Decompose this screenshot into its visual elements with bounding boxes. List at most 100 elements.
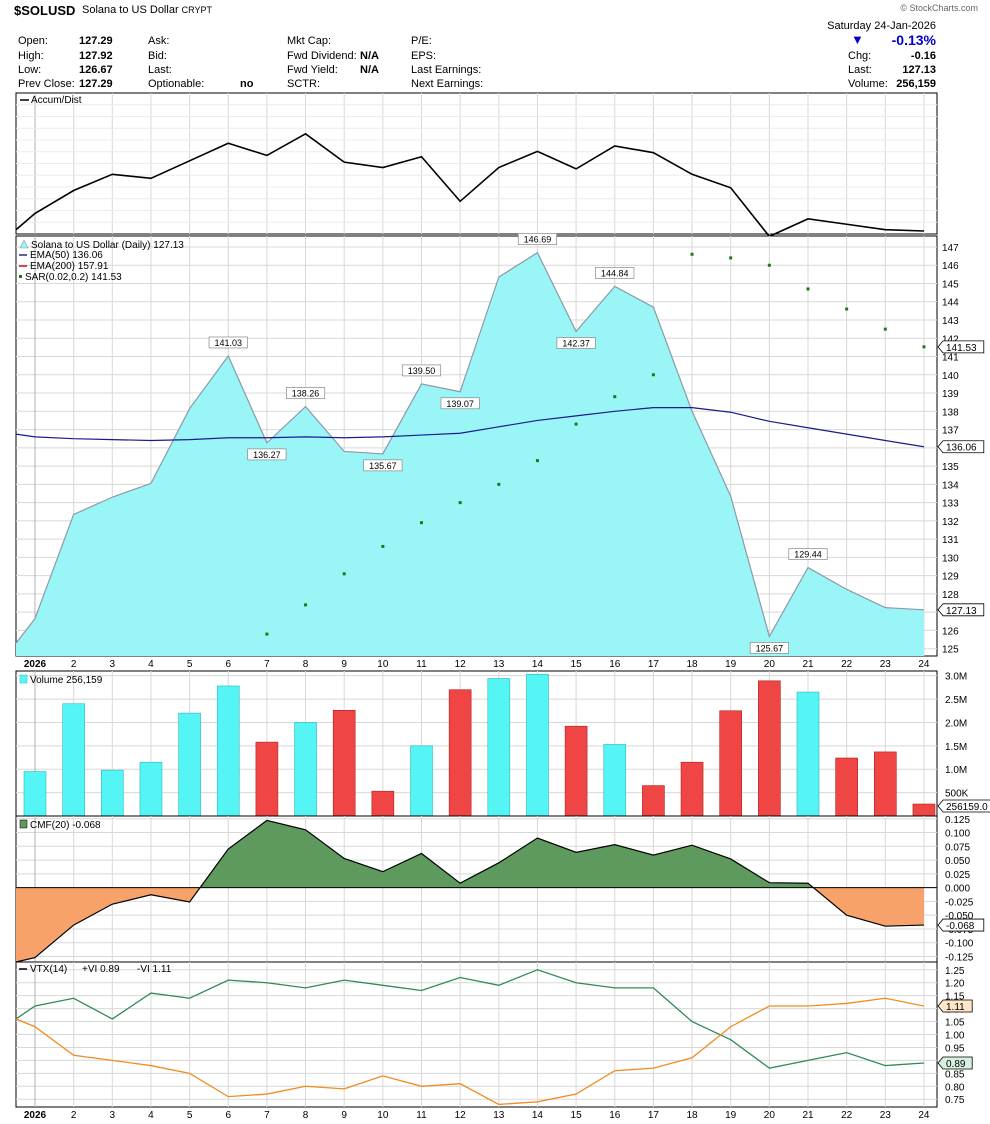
price-annotation-box <box>286 387 326 399</box>
volume-panel <box>15 670 938 817</box>
price-annotation-label: 138.26 <box>292 389 320 399</box>
last-price-tag: 127.13 <box>937 603 985 617</box>
sar-point <box>342 572 346 576</box>
volume-legend: Volume 256,159 <box>30 675 103 686</box>
price-ytick-label: 132 <box>942 517 959 528</box>
price-annotation-label: 125.67 <box>756 643 784 653</box>
last-label: Last: <box>148 64 172 76</box>
volume-legend-swatch <box>19 674 28 684</box>
volume-bar <box>487 678 511 817</box>
sar-point <box>535 459 539 463</box>
cmf-ytick-label: 0.125 <box>945 815 970 826</box>
price-annotation-box <box>788 548 828 560</box>
cmf-positive-area <box>200 820 814 888</box>
optionable-label: Optionable: <box>148 78 205 90</box>
vi-minus-legend: -VI 1.11 <box>137 964 172 975</box>
high-value: 127.92 <box>79 50 113 62</box>
price-annotation-box <box>440 397 480 410</box>
price-annotation-box <box>517 233 558 245</box>
ema50-line <box>15 407 925 448</box>
sar-point <box>613 395 617 399</box>
vortex-xtick-label: 7 <box>264 1110 270 1121</box>
cmf-ytick-label: -0.100 <box>945 939 974 950</box>
price-ytick-label: 128 <box>942 590 959 601</box>
price-annotation-label: 139.50 <box>408 366 436 376</box>
volume-bar <box>642 785 665 817</box>
price-ytick-label: 137 <box>942 426 959 437</box>
sar-point <box>922 345 926 349</box>
volume-bar <box>178 712 201 817</box>
fwd-dividend-label: Fwd Dividend: <box>287 50 357 62</box>
sar-point <box>304 603 308 607</box>
ema50-legend: EMA(50) 136.06 <box>30 250 103 261</box>
cmf-tag: -0.068 <box>937 918 985 932</box>
price-ytick-label: 145 <box>942 279 959 290</box>
price-xtick-label: 8 <box>303 659 309 670</box>
price-annotation-label: 135.67 <box>369 461 397 471</box>
price-annotation-box <box>247 448 287 461</box>
eps-label: EPS: <box>411 50 437 62</box>
vortex-ytick-label: 1.20 <box>945 979 965 990</box>
price-xtick-label: 4 <box>148 659 154 670</box>
price-xtick-label: 10 <box>377 659 389 670</box>
sar-point <box>420 521 423 525</box>
price-ytick-label: 139 <box>942 389 959 400</box>
price-xtick-label: 19 <box>725 659 737 670</box>
price-line <box>15 251 924 644</box>
price-xtick-label: 22 <box>841 659 853 670</box>
price-annotation-box <box>208 336 248 349</box>
prev-close-value: 127.29 <box>79 78 113 90</box>
ema-tag-text: 136.06 <box>946 443 977 454</box>
cmf-ytick-label: -0.050 <box>945 911 974 922</box>
price-annotation: 142.37 <box>556 337 596 349</box>
vortex-ytick-label: 0.85 <box>945 1069 965 1080</box>
price-ytick-label: 126 <box>942 626 959 637</box>
volume-bar <box>410 745 433 817</box>
price-annotation: 129.44 <box>788 548 828 560</box>
price-ytick-label: 125 <box>942 645 959 656</box>
exchange: CRYPT <box>181 5 212 15</box>
mktcap-label: Mkt Cap: <box>287 35 332 47</box>
vortex-xtick-label: 16 <box>609 1110 621 1121</box>
cmf-legend: CMF(20) -0.068 <box>30 820 101 831</box>
cmf-ytick-label: 0.025 <box>945 870 970 881</box>
cmf-ytick-label: 0.075 <box>945 842 970 853</box>
sar-point <box>883 327 887 331</box>
price-annotation: 144.84 <box>595 267 635 279</box>
price-xtick-label: 12 <box>455 659 467 670</box>
vortex-ytick-label: 0.80 <box>945 1082 965 1093</box>
vi-plus-line <box>15 969 924 1069</box>
sar-point <box>497 482 501 486</box>
vortex-xtick-label: 2 <box>71 1110 77 1121</box>
price-xtick-label: 2026 <box>24 659 47 670</box>
vortex-xtick-label: 10 <box>377 1110 389 1121</box>
volume-ytick-label: 1.5M <box>945 742 967 753</box>
price-xtick-label: 21 <box>802 659 814 670</box>
cmf-tag-box <box>937 918 985 932</box>
fwd-yield-label: Fwd Yield: <box>287 64 338 76</box>
vi-minus-line <box>15 997 925 1106</box>
price-xtick-label: 20 <box>764 659 776 670</box>
cmf-ytick-label: 0.100 <box>945 829 970 840</box>
volume-label: Volume: <box>848 78 888 90</box>
volume-bar <box>873 751 897 817</box>
vortex-xtick-label: 17 <box>648 1110 660 1121</box>
last-price-value: 127.13 <box>902 64 936 76</box>
volume-tag-box <box>937 799 990 813</box>
price-annotation-label: 139.07 <box>446 399 474 409</box>
price-ytick-label: 144 <box>942 298 959 309</box>
volume-bar <box>603 744 627 817</box>
price-annotation-box <box>556 337 596 349</box>
ask-label: Ask: <box>148 35 170 47</box>
pe-label: P/E: <box>411 35 432 47</box>
bid-label: Bid: <box>148 50 167 62</box>
volume-bar <box>371 790 395 817</box>
sar-point <box>574 422 578 426</box>
last-price-label: Last: <box>848 64 872 76</box>
price-annotation-box <box>749 642 789 654</box>
vortex-xtick-label: 5 <box>187 1110 193 1121</box>
vortex-ytick-label: 0.75 <box>945 1095 965 1106</box>
vi-plus-tag-text: 0.89 <box>946 1059 966 1070</box>
vi-plus-legend: +VI 0.89 <box>82 964 120 975</box>
